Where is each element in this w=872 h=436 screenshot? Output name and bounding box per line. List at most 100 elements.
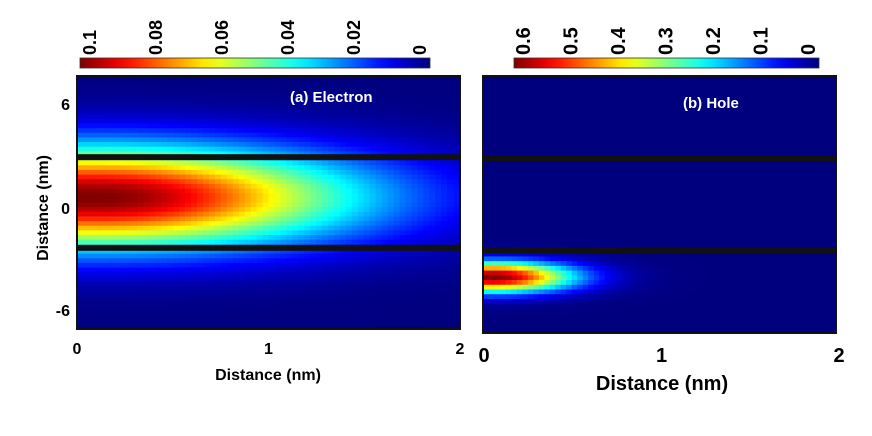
electron-heat-cell [167,286,174,292]
hole-heat-cell [621,81,628,88]
electron-heat-cell [244,239,252,245]
electron-heat-cell [298,258,305,264]
electron-heat-cell [137,197,145,204]
hole-heat-cell [747,91,754,97]
electron-heat-cell [89,230,97,236]
electron-heat-cell [423,86,430,92]
electron-heat-cell [292,188,299,194]
electron-heat-cell [381,132,389,139]
electron-heat-cell [214,253,222,259]
electron-heat-cell [137,262,145,269]
electron-heat-cell [316,230,323,236]
electron-heat-cell [101,248,109,255]
electron-heat-cell [453,230,460,236]
electron-heat-cell [363,118,371,125]
hole-heat-cell [604,176,611,182]
electron-heat-cell [155,314,162,320]
hole-heat-cell [500,105,507,111]
electron-heat-cell [113,304,121,311]
electron-heat-cell [262,309,270,315]
electron-heat-cell [423,286,430,292]
electron-heat-cell [310,142,317,148]
electron-heat-cell [113,160,121,166]
hole-heat-cell [791,95,798,102]
electron-heat-cell [203,188,210,194]
electron-heat-cell [411,235,418,241]
electron-heat-cell [125,314,133,320]
electron-heat-cell [304,132,311,139]
electron-heat-cell [411,100,418,106]
hole-heat-cell [593,77,600,83]
electron-heat-cell [369,286,377,292]
electron-heat-cell [399,276,407,283]
electron-heat-cell [411,295,418,301]
electron-heat-cell [167,160,174,166]
electron-heat-cell [226,295,234,301]
hole-heat-cell [527,185,534,191]
electron-heat-cell [220,262,228,269]
electron-heat-cell [220,216,228,222]
electron-heat-cell [375,132,383,139]
electron-heat-cell [226,114,234,120]
electron-heat-cell [310,248,317,255]
electron-heat-cell [167,95,174,101]
hole-heat-cell [829,81,836,88]
electron-heat-cell [339,132,347,139]
electron-heat-cell [78,225,85,231]
electron-heat-cell [447,267,454,273]
hole-heat-cell [796,91,803,97]
electron-heat-cell [351,300,359,306]
electron-heat-cell [101,300,109,306]
hole-heat-cell [484,147,491,154]
hole-heat-cell [588,185,595,191]
hole-heat-cell [643,124,650,130]
electron-heat-cell [250,253,258,259]
electron-heat-cell [250,77,258,83]
electron-heat-cell [280,100,287,106]
hole-heat-cell [610,114,617,121]
hole-heat-cell [538,162,545,168]
electron-heat-cell [447,179,454,185]
electron-heat-cell [274,300,281,306]
electron-heat-cell [322,267,329,273]
electron-heat-cell [310,318,317,324]
electron-heat-cell [161,174,168,180]
electron-heat-cell [345,281,353,287]
electron-heat-cell [197,286,204,292]
hole-heat-cell [527,152,534,158]
electron-heat-cell [381,151,389,157]
hole-heat-cell [664,100,672,106]
electron-heat-cell [405,281,412,287]
electron-heat-cell [292,202,299,208]
electron-heat-cell [453,202,460,208]
electron-heat-cell [310,239,317,245]
hole-heat-cell [741,114,748,121]
electron-heat-cell [292,314,299,320]
hole-heat-cell [703,81,710,88]
hole-heat-cell [681,152,688,158]
electron-heat-cell [405,128,412,134]
hole-heat-cell [555,147,562,154]
electron-heat-cell [119,207,127,213]
electron-heat-cell [447,165,454,171]
hole-heat-cell [632,143,639,149]
electron-heat-cell [173,100,180,106]
hole-heat-cell [643,77,650,83]
electron-heat-cell [214,169,222,176]
electron-heat-cell [447,193,454,199]
hole-heat-cell [527,77,534,83]
hole-heat-cell [511,147,518,154]
electron-heat-cell [333,95,341,101]
electron-heat-cell [435,290,442,297]
electron-heat-cell [101,323,109,329]
hole-heat-cell [500,91,507,97]
hole-heat-cell [615,128,622,135]
electron-heat-cell [304,323,311,329]
electron-heat-cell [399,267,407,273]
electron-heat-cell [316,188,323,194]
electron-heat-cell [113,272,121,278]
electron-heat-cell [161,216,168,222]
electron-heat-cell [78,137,85,143]
hole-heat-cell [818,143,825,149]
electron-heat-cell [185,77,192,83]
